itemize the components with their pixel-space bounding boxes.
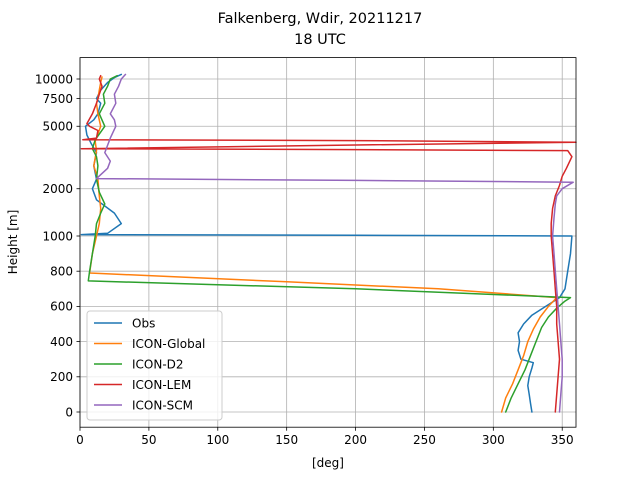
x-tick-label: 150	[275, 433, 298, 447]
series-line-icon-global	[88, 76, 558, 413]
x-tick-label: 50	[141, 433, 156, 447]
series-line-obs	[80, 73, 573, 413]
y-tick-label: 10000	[35, 72, 73, 86]
legend-label-icon-d2: ICON-D2	[132, 357, 184, 371]
x-tick-label: 350	[551, 433, 574, 447]
legend-label-icon-global: ICON-Global	[132, 337, 205, 351]
y-tick-label: 400	[50, 335, 73, 349]
y-tick-label: 5000	[42, 120, 73, 134]
axes-frame	[79, 57, 577, 428]
chart-title-line2: 18 UTC	[294, 32, 346, 48]
x-tick-label: 200	[344, 433, 367, 447]
legend-box	[86, 310, 223, 421]
series-layer	[80, 73, 577, 413]
y-axis-label: Height [m]	[6, 210, 20, 275]
legend-label-obs: Obs	[132, 316, 155, 330]
y-tick-label: 0	[65, 405, 73, 419]
x-tick-label: 100	[206, 433, 229, 447]
x-axis-label: [deg]	[312, 456, 344, 470]
y-tick-label: 7500	[42, 92, 73, 106]
chart-title-line1: Falkenberg, Wdir, 20211217	[218, 11, 423, 27]
x-tick-label: 0	[76, 433, 84, 447]
legend-label-icon-scm: ICON-SCM	[132, 398, 193, 412]
y-tick-label: 1000	[42, 229, 73, 243]
y-tick-label: 800	[50, 265, 73, 279]
legend: Obs ICON-Global ICON-D2 ICON-LEM ICON-SCM	[86, 310, 223, 421]
legend-label-icon-lem: ICON-LEM	[132, 378, 191, 392]
x-tick-label: 300	[482, 433, 505, 447]
tick-layer: 0 50 100 150 200 250 300 350 0 200 400 600 800 1000 20…	[35, 72, 574, 447]
series-line-icon-scm	[95, 73, 574, 413]
y-tick-label: 200	[50, 370, 73, 384]
x-tick-label: 250	[413, 433, 436, 447]
series-line-icon-d2	[87, 74, 572, 413]
y-tick-label: 2000	[42, 182, 73, 196]
y-tick-label: 600	[50, 300, 73, 314]
series-line-icon-lem	[80, 74, 577, 413]
